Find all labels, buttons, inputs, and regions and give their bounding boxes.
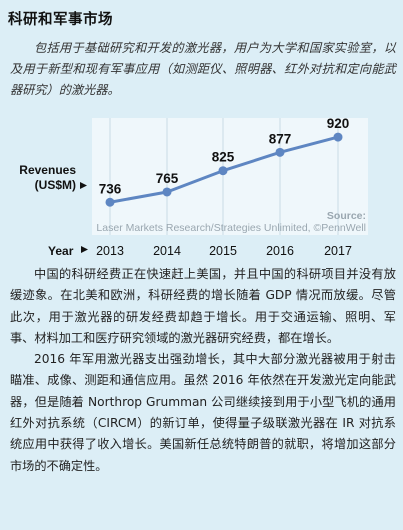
intro-paragraph: 包括用于基础研究和开发的激光器，用户为大学和国家实验室，以及用于新型和现有军事应… <box>10 41 396 97</box>
source-text: Laser Markets Research/Strategies Unlimi… <box>96 222 366 234</box>
body-paragraph-1: 中国的科研经费正在快速赶上美国，并且中国的科研项目并没有放缓迹象。在北美和欧洲，… <box>10 267 396 345</box>
body-text: 中国的科研经费正在快速赶上美国，并且中国的科研项目并没有放缓迹象。在北美和欧洲，… <box>10 264 396 477</box>
data-label-2015: 825 <box>212 150 235 165</box>
plot-area <box>92 118 368 235</box>
data-point-2017 <box>333 132 343 142</box>
data-point-2014 <box>162 187 172 197</box>
x-tick-label-2014: 2014 <box>153 244 181 258</box>
data-label-2014: 765 <box>156 171 179 186</box>
data-label-2017: 920 <box>327 116 350 131</box>
body-paragraph-2: 2016 年军用激光器支出强劲增长，其中大部分激光器被用于射击瞄准、成像、测距和… <box>10 352 396 473</box>
y-axis-label-line1: Revenues <box>19 163 76 177</box>
data-label-2016: 877 <box>269 131 292 146</box>
data-label-2013: 736 <box>99 181 122 196</box>
x-tick-label-2016: 2016 <box>266 244 294 258</box>
y-axis-label-arrow <box>80 182 87 189</box>
source-label: Source: <box>327 210 366 222</box>
x-axis-label-arrow <box>81 246 88 253</box>
x-tick-label-2013: 2013 <box>96 244 124 258</box>
y-axis-label-line2: (US$M) <box>35 178 76 192</box>
data-point-2016 <box>275 147 285 157</box>
x-tick-label-2017: 2017 <box>324 244 352 258</box>
data-point-2013 <box>105 197 115 207</box>
section-title: 科研和军事市场 <box>8 12 113 28</box>
x-tick-label-2015: 2015 <box>209 244 237 258</box>
x-axis-label: Year <box>48 244 74 258</box>
data-point-2015 <box>218 166 228 176</box>
